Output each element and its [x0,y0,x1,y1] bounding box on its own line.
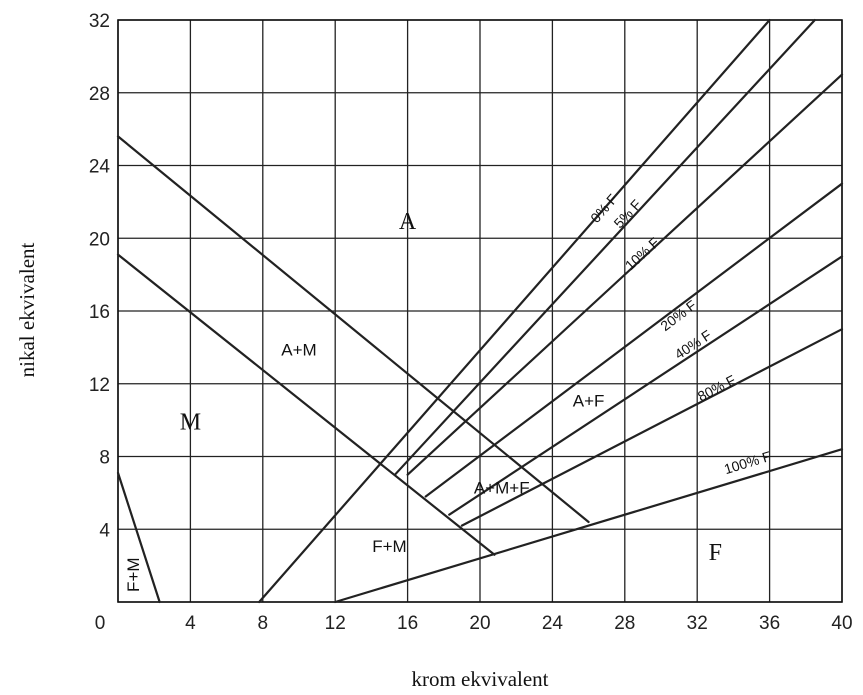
boundary-line [258,18,771,604]
x-tick-label: 0 [95,613,106,634]
isoline-label: 20% F [657,297,699,334]
boundary-line [116,253,496,556]
x-tick-label: 4 [185,613,196,634]
region-label: F [709,540,722,566]
tick-labels: 0 4 8 12 16 20 24 28 32 36 40 4 8 12 16 20 24 28 32 [89,11,853,634]
region-label: M [180,409,201,435]
boundary-lines [116,18,844,604]
boundary-line [460,328,844,527]
boundary-line [406,73,844,476]
plot-frame [117,19,843,603]
region-label: F+M [372,537,406,556]
y-tick-label: 24 [89,157,111,178]
x-axis-label: krom ekvivalent [411,667,548,691]
region-label: A+F [573,391,605,410]
x-tick-label: 12 [325,613,346,634]
y-tick-label: 4 [99,520,110,541]
region-labels: A A+M M A+F A+M+F F+M F F+M [124,209,722,592]
region-label: F+M [124,557,143,591]
y-tick-label: 12 [89,375,110,396]
y-axis-label: nikal ekvivalent [15,242,39,377]
x-tick-label: 28 [614,613,635,634]
y-tick-label: 28 [89,84,110,105]
y-tick-label: 32 [89,11,110,32]
x-tick-label: 36 [759,613,780,634]
boundary-line [448,255,844,516]
isoline-label: 10% F [622,234,663,273]
x-tick-label: 40 [831,613,852,634]
x-tick-label: 8 [258,613,269,634]
region-label: A+M [281,340,316,359]
isoline-label: 80% F [695,372,738,405]
x-tick-label: 16 [397,613,418,634]
y-tick-label: 8 [99,448,110,469]
region-label: A+M+F [474,479,530,498]
boundary-line [334,448,844,604]
y-tick-label: 20 [89,229,110,250]
x-tick-label: 32 [687,613,708,634]
y-tick-label: 16 [89,302,110,323]
boundary-line [393,18,816,476]
boundary-line [116,135,590,524]
x-tick-label: 20 [469,613,490,634]
boundary-line [116,471,161,604]
x-tick-label: 24 [542,613,564,634]
region-label: A [399,209,417,235]
